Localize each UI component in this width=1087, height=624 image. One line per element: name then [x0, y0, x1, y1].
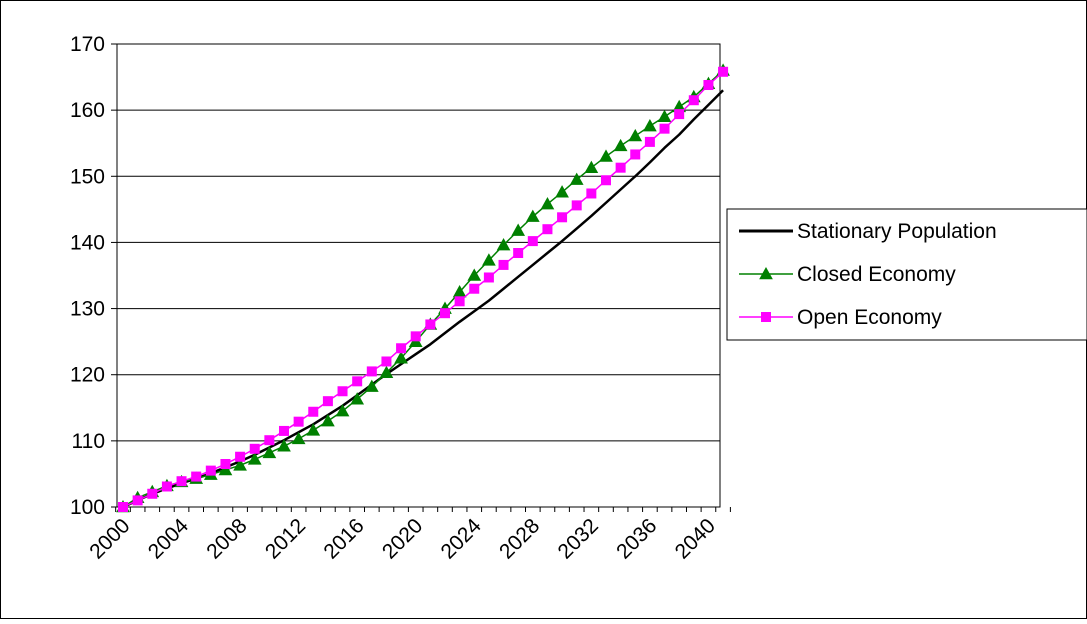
- data-point: [132, 495, 143, 506]
- data-point: [277, 439, 291, 452]
- legend-label: Closed Economy: [797, 263, 956, 286]
- data-point: [513, 248, 524, 259]
- data-point: [379, 365, 394, 379]
- data-point: [586, 188, 597, 199]
- legend-label: Open Economy: [797, 306, 942, 329]
- data-point: [425, 319, 436, 330]
- data-point: [469, 283, 480, 294]
- data-point: [262, 445, 277, 459]
- data-point: [630, 149, 641, 160]
- data-point: [118, 502, 128, 512]
- legend-item: Stationary Population: [739, 220, 997, 243]
- data-point: [703, 80, 714, 91]
- y-tick-label: 120: [70, 364, 105, 387]
- data-point: [235, 451, 246, 462]
- data-point: [600, 175, 611, 186]
- legend-marker: [759, 266, 773, 280]
- data-point: [613, 138, 628, 152]
- data-point: [643, 118, 657, 132]
- data-point: [688, 95, 699, 106]
- data-point: [264, 435, 275, 446]
- data-point: [718, 66, 729, 77]
- y-tick-label: 110: [72, 430, 105, 453]
- data-point: [615, 162, 626, 173]
- legend-marker: [761, 312, 771, 322]
- series-open-economy: [118, 66, 729, 512]
- data-point: [364, 379, 379, 392]
- data-point: [322, 396, 333, 407]
- data-point: [483, 272, 494, 283]
- data-point: [176, 476, 187, 487]
- data-point: [498, 259, 509, 270]
- data-point: [321, 413, 335, 427]
- data-point: [161, 481, 172, 492]
- data-point: [569, 172, 584, 185]
- y-tick-label: 170: [70, 33, 105, 56]
- data-point: [291, 431, 306, 445]
- data-point: [467, 268, 482, 281]
- data-point: [247, 452, 262, 465]
- data-point: [352, 376, 363, 387]
- data-point: [220, 459, 231, 470]
- data-point: [659, 123, 670, 134]
- data-point: [454, 296, 465, 307]
- data-point: [335, 404, 350, 417]
- data-point: [527, 236, 538, 247]
- data-point: [674, 109, 685, 120]
- data-point: [511, 223, 526, 236]
- data-point: [496, 238, 511, 251]
- data-point: [308, 406, 319, 417]
- data-point: [350, 392, 365, 405]
- data-point: [542, 224, 553, 235]
- plot-area: [116, 43, 721, 508]
- data-point: [540, 197, 555, 210]
- data-point: [482, 253, 496, 266]
- data-point: [657, 109, 672, 123]
- legend-label: Stationary Population: [797, 220, 997, 243]
- y-tick-label: 150: [70, 165, 105, 188]
- legend-item: Open Economy: [739, 306, 942, 329]
- data-point: [410, 331, 421, 342]
- data-point: [306, 423, 321, 436]
- legend-item: Closed Economy: [739, 263, 956, 286]
- data-point: [525, 209, 540, 222]
- data-point: [249, 443, 260, 454]
- data-point: [439, 308, 450, 319]
- data-point: [293, 416, 304, 427]
- gridlines: [116, 43, 721, 508]
- data-point: [366, 366, 377, 377]
- data-point: [147, 488, 158, 499]
- data-point: [396, 343, 407, 354]
- data-point: [644, 136, 655, 147]
- data-point: [557, 212, 568, 223]
- data-point: [233, 458, 247, 471]
- data-point: [205, 465, 216, 476]
- y-tick-label: 160: [70, 99, 105, 122]
- data-point: [337, 386, 348, 397]
- data-point: [191, 471, 202, 482]
- data-point: [584, 160, 599, 173]
- y-tick-label: 140: [70, 231, 105, 254]
- y-tick-label: 100: [70, 496, 105, 519]
- data-point: [599, 149, 613, 162]
- series-lines: [116, 63, 730, 513]
- data-point: [218, 462, 233, 476]
- y-tick-label: 130: [70, 298, 105, 321]
- data-point: [381, 356, 392, 367]
- data-point: [394, 351, 408, 364]
- data-point: [571, 200, 582, 211]
- data-point: [628, 128, 643, 142]
- legend: Stationary Population Closed Economy Open …: [726, 208, 1087, 341]
- data-point: [555, 185, 569, 198]
- data-point: [278, 425, 289, 436]
